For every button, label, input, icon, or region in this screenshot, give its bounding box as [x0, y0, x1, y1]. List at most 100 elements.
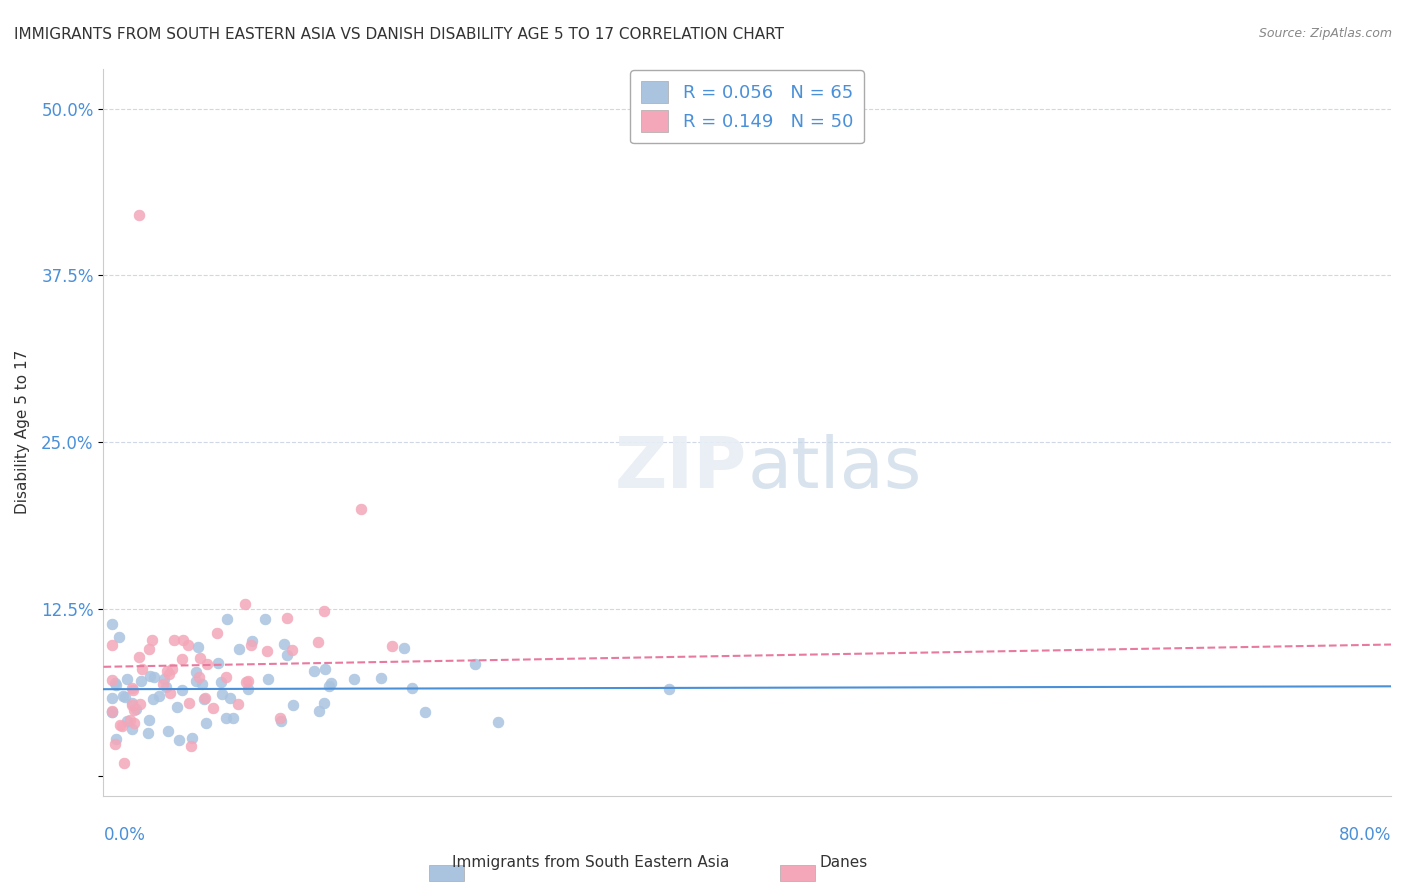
- Point: [202, 700, 225, 714]
- Point: [100, 690, 122, 705]
- Point: [159, 686, 181, 700]
- Point: [122, 683, 145, 698]
- Point: [157, 667, 180, 681]
- Point: [184, 673, 207, 688]
- Point: [219, 690, 242, 705]
- Point: [148, 690, 170, 704]
- Point: [108, 630, 131, 644]
- Text: Source: ZipAtlas.com: Source: ZipAtlas.com: [1258, 27, 1392, 40]
- Point: [115, 714, 138, 728]
- Point: [129, 674, 152, 689]
- Point: [370, 671, 392, 685]
- Point: [207, 656, 229, 670]
- Point: [209, 674, 232, 689]
- Point: [401, 681, 423, 696]
- Point: [464, 657, 486, 671]
- Point: [177, 638, 200, 652]
- Point: [170, 682, 193, 697]
- Point: [100, 617, 122, 632]
- Point: [162, 662, 184, 676]
- Y-axis label: Disability Age 5 to 17: Disability Age 5 to 17: [15, 351, 30, 515]
- Point: [181, 731, 204, 745]
- Point: [273, 637, 295, 651]
- Text: 80.0%: 80.0%: [1339, 826, 1391, 844]
- Point: [191, 677, 214, 691]
- Point: [163, 633, 186, 648]
- Point: [228, 642, 250, 657]
- Point: [226, 697, 249, 711]
- Point: [217, 612, 239, 626]
- Point: [172, 633, 194, 648]
- Point: [302, 664, 325, 678]
- Point: [121, 696, 143, 710]
- Point: [319, 676, 342, 690]
- Point: [138, 669, 160, 683]
- Point: [343, 672, 366, 686]
- Point: [167, 733, 190, 747]
- Point: [195, 657, 218, 671]
- Point: [112, 756, 135, 770]
- Point: [240, 633, 263, 648]
- Text: ZIP: ZIP: [614, 434, 747, 503]
- Point: [253, 611, 276, 625]
- Point: [350, 502, 373, 516]
- Point: [194, 690, 217, 705]
- Point: [121, 722, 143, 736]
- Point: [270, 714, 292, 728]
- Point: [142, 692, 165, 706]
- Point: [283, 698, 305, 713]
- Point: [236, 681, 259, 696]
- Point: [276, 648, 298, 662]
- Point: [222, 711, 245, 725]
- Point: [235, 675, 257, 690]
- Point: [128, 650, 150, 665]
- Point: [235, 597, 257, 611]
- Point: [312, 696, 335, 710]
- Point: [156, 724, 179, 739]
- Text: atlas: atlas: [747, 434, 921, 503]
- Point: [111, 719, 134, 733]
- Point: [211, 688, 233, 702]
- Point: [214, 711, 236, 725]
- Point: [104, 732, 127, 747]
- Point: [110, 717, 132, 731]
- Point: [100, 704, 122, 718]
- Point: [172, 652, 194, 666]
- Point: [314, 662, 336, 676]
- Point: [318, 679, 340, 693]
- Point: [152, 676, 174, 690]
- Point: [156, 664, 179, 678]
- Point: [104, 737, 127, 751]
- Text: Danes: Danes: [820, 855, 868, 870]
- Point: [179, 696, 201, 710]
- Point: [392, 641, 415, 656]
- Point: [100, 706, 122, 720]
- Point: [121, 681, 143, 695]
- Point: [215, 670, 238, 684]
- Point: [658, 682, 681, 697]
- Point: [187, 640, 209, 654]
- Point: [104, 676, 127, 690]
- Point: [143, 670, 166, 684]
- Point: [276, 611, 298, 625]
- Point: [205, 626, 228, 640]
- Point: [100, 705, 122, 719]
- Point: [180, 739, 202, 753]
- Point: [121, 698, 143, 712]
- Point: [280, 642, 302, 657]
- Point: [122, 716, 145, 731]
- Point: [312, 604, 335, 618]
- Text: Immigrants from South Eastern Asia: Immigrants from South Eastern Asia: [451, 855, 730, 870]
- Point: [141, 633, 163, 648]
- Point: [155, 681, 177, 695]
- Point: [184, 665, 207, 680]
- Point: [112, 689, 135, 703]
- Text: 0.0%: 0.0%: [104, 826, 145, 844]
- Point: [136, 725, 159, 739]
- Point: [100, 673, 122, 687]
- Point: [138, 641, 160, 656]
- Point: [125, 702, 148, 716]
- Point: [122, 703, 145, 717]
- Point: [166, 699, 188, 714]
- Point: [129, 697, 152, 711]
